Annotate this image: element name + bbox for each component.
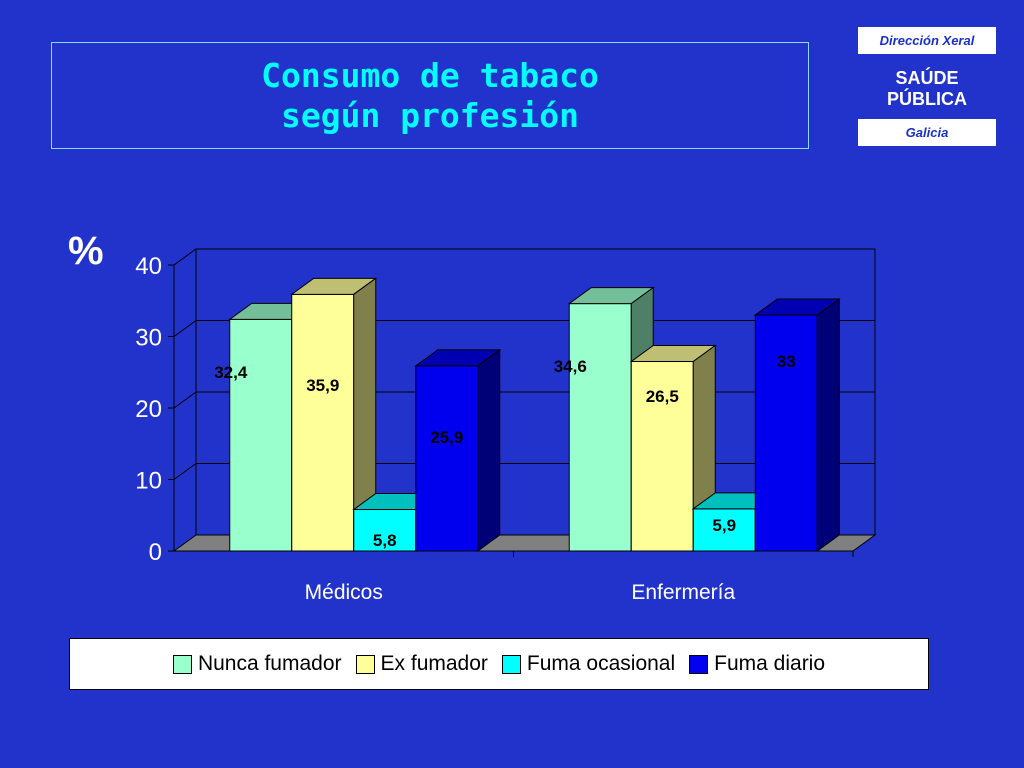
data-label: 32,4 [214,363,248,382]
legend-item: Ex fumador [355,652,488,676]
legend-label: Nunca fumador [197,652,342,675]
legend-swatch [355,654,375,674]
bar-front [754,314,818,552]
legend-swatch [501,654,521,674]
logo-name-line-2: PÚBLICA [887,89,967,109]
data-label: 33 [777,352,796,371]
bar-front [229,318,293,552]
legend-label: Ex fumador [380,652,488,675]
legend-item: Fuma diario [689,652,825,676]
bar-front [353,509,417,552]
gridline-side [173,248,197,266]
title-box: Consumo de tabaco según profesión [51,42,809,149]
data-label: 5,8 [373,531,397,550]
logo-name: SAÚDE PÚBLICA [858,68,996,110]
legend-swatch [689,654,709,674]
legend-label: Fuma diario [714,652,826,675]
chart-title-line-1: Consumo de tabaco [261,55,599,95]
bar-front [630,361,694,552]
gridline-side [173,463,197,480]
chart-legend: Nunca fumador Ex fumador Fuma ocasional Fum… [69,638,929,690]
gridline-side [173,391,197,409]
legend-item: Fuma ocasional [501,652,676,676]
data-label: 35,9 [306,376,339,395]
bar-side [816,298,840,552]
x-tick-label: Médicos [305,581,383,604]
data-label: 26,5 [646,387,679,406]
bar-front [291,293,355,552]
y-tick-label: 10 [135,468,162,495]
chart-title-line-2: según profesión [280,95,579,135]
legend-swatch [172,654,192,674]
bar-front [415,365,479,552]
y-tick-label: 0 [149,539,162,566]
legend-label: Fuma ocasional [526,652,676,675]
y-tick-label: 20 [135,396,162,423]
logo-bottom-label: Galicia [858,119,996,146]
gridline-side [173,320,197,337]
y-tick-label: 40 [135,253,162,280]
y-tick-label: 30 [135,325,162,352]
logo-top-label: Dirección Xeral [858,27,996,54]
bar-side [477,348,501,552]
data-label: 5,9 [712,516,736,535]
data-label: 34,6 [554,357,587,376]
logo-name-line-1: SAÚDE [895,68,959,88]
data-label: 25,9 [430,428,463,447]
x-tick-label: Enfermería [631,581,735,604]
bar-front [568,303,632,552]
y-axis-label: % [68,229,104,273]
legend-item: Nunca fumador [172,652,342,676]
